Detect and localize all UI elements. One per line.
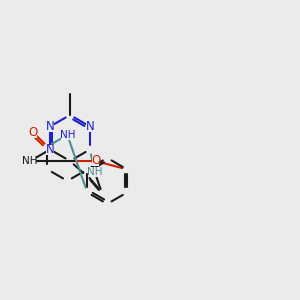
Bar — [30, 128, 37, 138]
Bar — [24, 156, 36, 166]
Bar — [86, 122, 94, 131]
Text: NH: NH — [60, 130, 75, 140]
Bar — [61, 130, 74, 140]
Bar — [88, 167, 101, 177]
Text: N: N — [46, 120, 55, 133]
Text: N: N — [85, 120, 94, 133]
Text: O: O — [29, 126, 38, 140]
Text: O: O — [91, 154, 100, 167]
Bar — [46, 122, 54, 131]
Bar — [92, 156, 99, 166]
Text: NH: NH — [87, 167, 103, 177]
Bar — [46, 145, 54, 154]
Text: N: N — [46, 143, 55, 156]
Text: NH: NH — [22, 156, 38, 166]
